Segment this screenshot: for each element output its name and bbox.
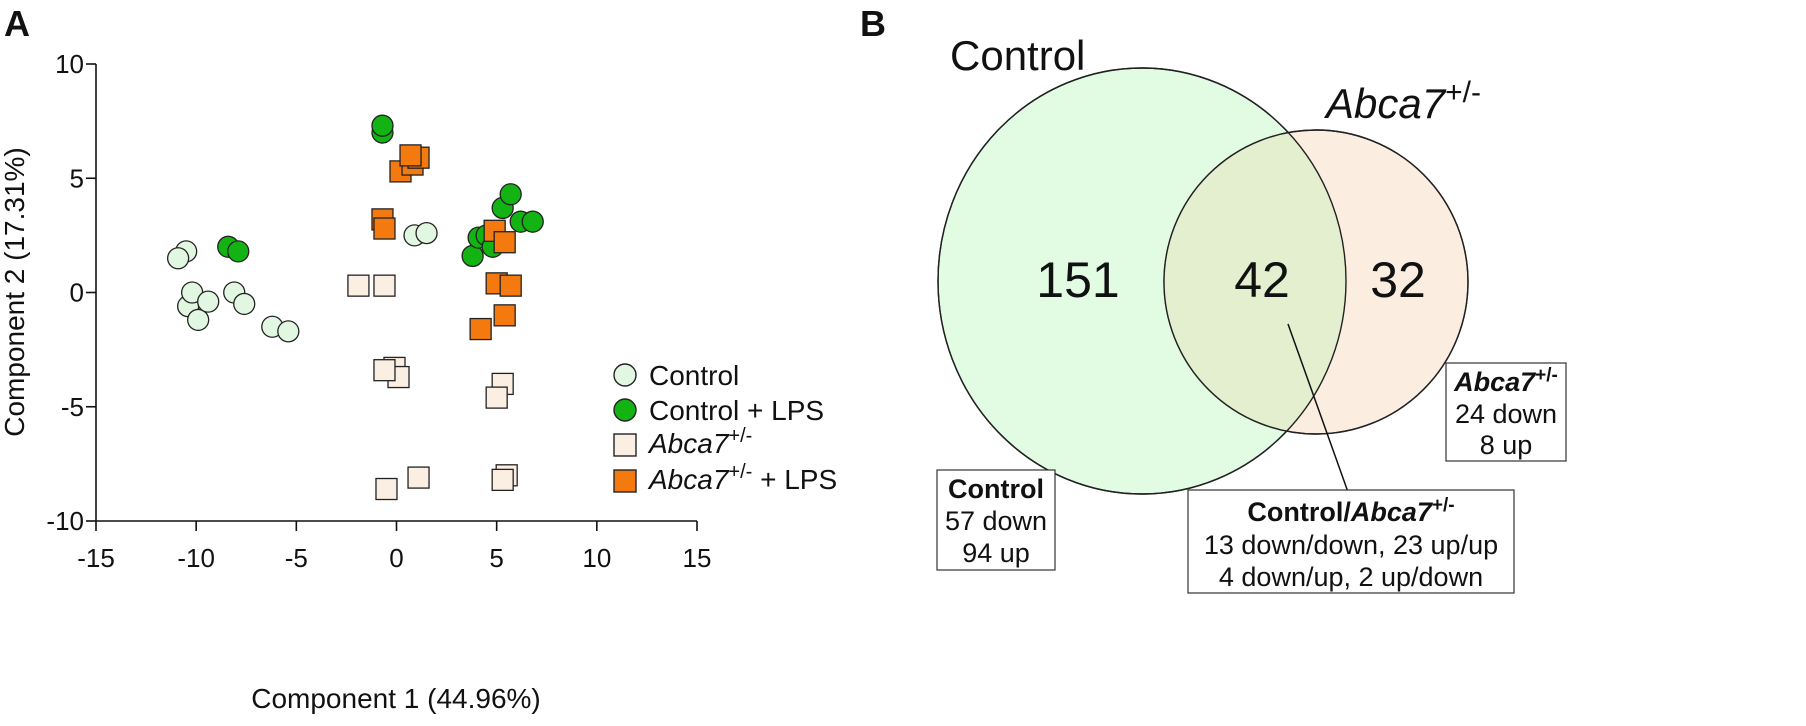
control-point: [277, 320, 300, 343]
legend: Control Control + LPS Abca7+/- Abca7+/- …: [613, 360, 837, 495]
x-tick-label: -15: [77, 543, 115, 573]
venn-count-abca7-only: 32: [1370, 252, 1426, 308]
pca-points: [166, 114, 544, 501]
x-tick-label: 0: [389, 543, 403, 573]
panel-label-a: A: [4, 3, 30, 44]
abca7-box-title: Abca7+/-: [1453, 365, 1558, 397]
abca7-point: [347, 274, 370, 297]
abca7-box-line-2: 8 up: [1480, 430, 1533, 460]
venn-diagram: Control Abca7+/- 151 42 32 Control 57 do…: [936, 32, 1567, 594]
control-box-line-1: 57 down: [945, 506, 1047, 536]
legend-marker-abca7: [613, 433, 637, 457]
control-point: [233, 292, 256, 316]
control-point: [187, 308, 210, 332]
overlap-pointer-line: [1287, 323, 1349, 493]
control-point: [415, 221, 438, 245]
venn-circle-abca7-outline: [1163, 129, 1469, 435]
x-tick-label: 5: [489, 543, 503, 573]
y-tick-label: 0: [70, 278, 84, 308]
venn-count-control-only: 151: [1036, 252, 1119, 308]
x-tick-label: -10: [177, 543, 215, 573]
overlap-box-line-2: 4 down/up, 2 up/down: [1219, 562, 1483, 592]
legend-marker-abca7-lps: [613, 469, 637, 493]
x-tick-label: -5: [285, 543, 308, 573]
y-tick-label: -10: [46, 506, 84, 536]
abca7-lps-point: [499, 274, 522, 297]
abca7-point: [491, 468, 514, 492]
y-tick-label: -5: [61, 392, 84, 422]
legend-label-abca7-lps: Abca7+/- + LPS: [647, 461, 837, 495]
y-tick-label: 5: [70, 163, 84, 193]
legend-label-control: Control: [649, 360, 739, 391]
control-lps-point: [521, 210, 544, 233]
abca7-point: [407, 466, 430, 489]
abca7-box-line-1: 24 down: [1455, 399, 1557, 429]
control-box-title: Control: [948, 474, 1044, 504]
overlap-summary-box: Control/Abca7+/- 13 down/down, 23 up/up …: [1187, 489, 1515, 594]
control-point: [197, 290, 220, 313]
x-tick-label: 10: [582, 543, 611, 573]
overlap-box-title: Control/Abca7+/-: [1247, 495, 1454, 527]
legend-marker-control-lps: [613, 398, 637, 422]
venn-count-intersection: 42: [1234, 252, 1290, 308]
pca-tick-labels: -15 -10 -5 0 5 10 15 10 5 0 -5 -10: [46, 49, 711, 573]
control-summary-box: Control 57 down 94 up: [936, 469, 1056, 571]
y-axis-title: Component 2 (17.31%): [0, 147, 30, 437]
abca7-lps-point: [493, 231, 516, 254]
legend-label-abca7: Abca7+/-: [647, 425, 752, 459]
panel-label-b: B: [860, 3, 886, 44]
abca7-point: [375, 477, 398, 501]
abca7-point: [373, 274, 396, 297]
control-box-line-2: 94 up: [962, 538, 1030, 568]
x-tick-label: 15: [683, 543, 712, 573]
abca7-summary-box: Abca7+/- 24 down 8 up: [1445, 362, 1567, 462]
y-tick-label: 10: [55, 49, 84, 79]
abca7-lps-point: [469, 317, 492, 341]
control-point: [166, 247, 190, 270]
abca7-point: [485, 386, 508, 409]
abca7-lps-point: [399, 144, 422, 167]
venn-title-control: Control: [950, 32, 1085, 79]
venn-circle-control-outline: [937, 67, 1347, 495]
legend-marker-control: [613, 363, 637, 387]
legend-label-control-lps: Control + LPS: [649, 395, 824, 426]
venn-overlap-region: [1164, 130, 1346, 434]
control-lps-point: [371, 114, 394, 137]
abca7-point: [373, 359, 396, 382]
overlap-box-line-1: 13 down/down, 23 up/up: [1204, 530, 1498, 560]
x-axis-title: Component 1 (44.96%): [251, 683, 541, 714]
venn-title-abca7: Abca7+/-: [1323, 76, 1481, 127]
control-lps-point: [499, 183, 522, 206]
pca-scatter-plot: -15 -10 -5 0 5 10 15 10 5 0 -5 -10 Component 1 (44.…: [0, 49, 837, 714]
abca7-lps-point: [493, 304, 516, 327]
control-lps-point: [227, 240, 250, 263]
abca7-lps-point: [373, 217, 396, 240]
pca-axes: [86, 63, 698, 531]
